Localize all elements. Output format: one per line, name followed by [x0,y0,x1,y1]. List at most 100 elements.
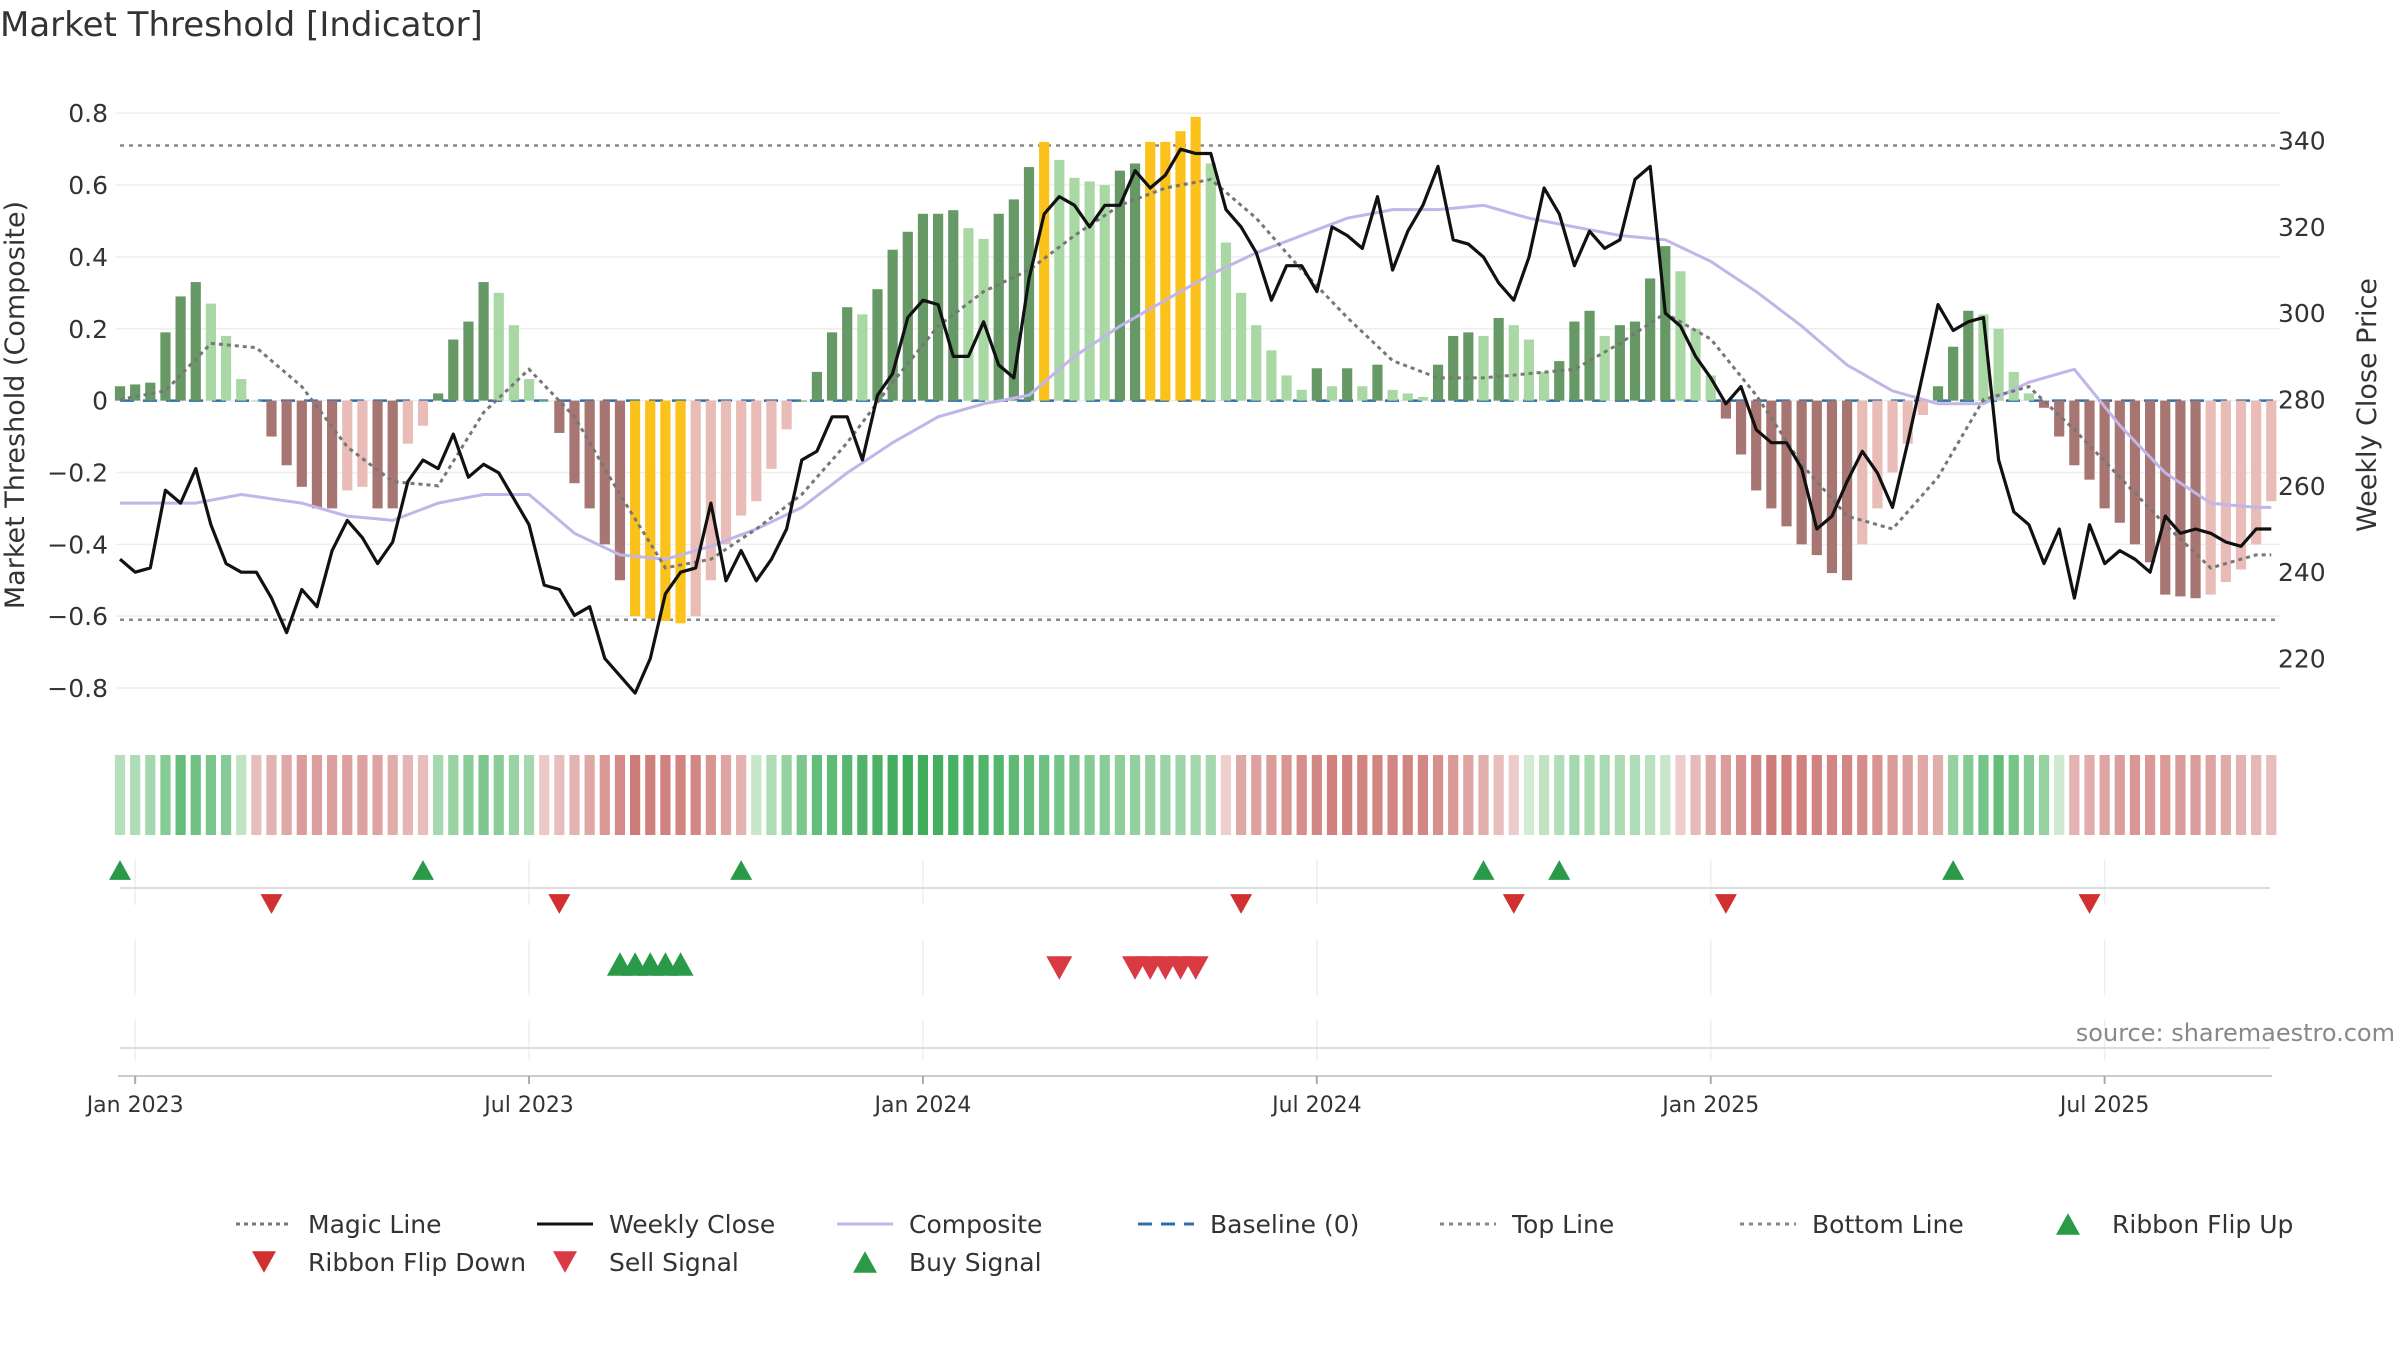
ribbon-cell [2266,755,2277,835]
composite-bar [857,314,868,401]
ribbon-flip-down-marker [1714,894,1737,914]
composite-bar [1296,389,1307,401]
ribbon-flip-up-marker [1548,860,1571,880]
composite-bar [781,400,792,430]
ribbon-cell [1584,755,1595,835]
composite-bar [978,238,989,401]
composite-bar [220,335,232,401]
legend-item-flip-down: Ribbon Flip Down [252,1248,526,1277]
composite-bars [114,116,2277,624]
legend-swatch [252,1251,276,1273]
ribbon-cell [1599,755,1610,835]
composite-bar [948,210,959,401]
legend-label: Composite [909,1210,1042,1239]
ribbon-cell [1963,755,1974,835]
y-tick-label: −0.8 [47,674,108,703]
ribbon-cell [1766,755,1777,835]
ribbon-cell [1857,755,1868,835]
legend-item-magic: Magic Line [236,1210,442,1239]
composite-bar [917,213,929,401]
composite-bar [660,400,671,621]
composite-bar [963,228,974,401]
ribbon-cell [1357,755,1368,835]
composite-bar [1008,199,1019,401]
ribbon-cell [1342,755,1353,835]
composite-bar [1705,375,1716,401]
ribbon-cell [1902,755,1913,835]
composite-bar [2069,400,2080,466]
ribbon-cell [569,755,580,835]
composite-bar [1205,163,1216,401]
composite-bar [1690,328,1701,401]
composite-bar [1735,400,1747,455]
composite-bar [2054,400,2065,437]
composite-bar [1781,400,1792,527]
ribbon-cell [917,755,929,835]
composite-bar [1584,310,1595,401]
composite-bar [2205,400,2216,595]
composite-bar [2190,400,2201,599]
ribbon-cell [1069,755,1080,835]
composite-bar [1084,181,1095,401]
ribbon-cell [251,755,262,835]
source-credit: source: sharemaestro.com [2076,1019,2395,1047]
ribbon-cell [826,755,838,835]
composite-bar [1811,400,1822,556]
x-tick-label: Jan 2024 [872,1093,971,1118]
composite-bar [417,400,429,426]
ribbon-cell [2084,755,2095,835]
ribbon-cell [1842,755,1853,835]
ribbon-flip-up-marker [730,860,753,880]
composite-bar [1493,317,1504,401]
composite-bar [675,400,686,624]
composite-bar [2160,400,2171,595]
ribbon-cell [645,755,656,835]
composite-bar [736,400,747,516]
composite-bar [614,400,626,581]
x-tick-label: Jul 2025 [2058,1093,2150,1118]
ribbon-flip-up-marker [1942,860,1965,880]
ribbon-flip-up-marker [1472,860,1495,880]
composite-bar [1917,400,1928,415]
legend-swatch [853,1251,877,1273]
sell-signal-marker [1046,956,1073,980]
composite-bar [1129,163,1141,401]
ribbon-cell [2099,755,2110,835]
composite-bar [1902,400,1913,444]
ribbon-cell [781,755,792,835]
axes: 0.8 0.6 0.4 0.2 0 −0.2 −0.4 −0.6 −0.8 340 320 300 28… [47,99,2325,703]
composite-bar [1857,400,1868,545]
ribbon-cell [342,755,353,835]
ribbon-cell [266,755,277,835]
ribbon-cell [1220,755,1232,835]
ribbon-flip-down-marker [1502,894,1525,914]
ribbon-cell [311,755,323,835]
y-tick-label: 0.8 [68,99,108,128]
legend-swatch [2056,1213,2080,1235]
y-axis-label: Market Threshold (Composite) [0,201,31,609]
ribbon-cell [2023,755,2034,835]
composite-bar [1826,400,1838,574]
ribbon-cell [2175,755,2186,835]
ribbon-cell [2145,755,2156,835]
ribbon-cell [2220,755,2231,835]
ribbon-cell [539,755,550,835]
composite-bar [751,400,762,502]
ribbon-cell [1190,755,1201,835]
ribbon-cell [296,755,307,835]
y-tick-label: 0.6 [68,171,108,200]
ribbon-cell [1023,755,1035,835]
ribbon-cell [2129,755,2141,835]
ribbon-cell [1660,755,1671,835]
ribbon-cell [887,755,898,835]
composite-bar [1342,368,1353,401]
composite-bar [1266,350,1277,401]
ribbon-cell [1160,755,1171,835]
composite-bar [630,400,641,617]
ribbon-cell [1205,755,1216,835]
ribbon-flip-down-marker [260,894,283,914]
ribbon-cell [811,755,822,835]
composite-bar [554,400,565,433]
composite-bar [1660,246,1671,401]
composite-bar [357,400,368,487]
